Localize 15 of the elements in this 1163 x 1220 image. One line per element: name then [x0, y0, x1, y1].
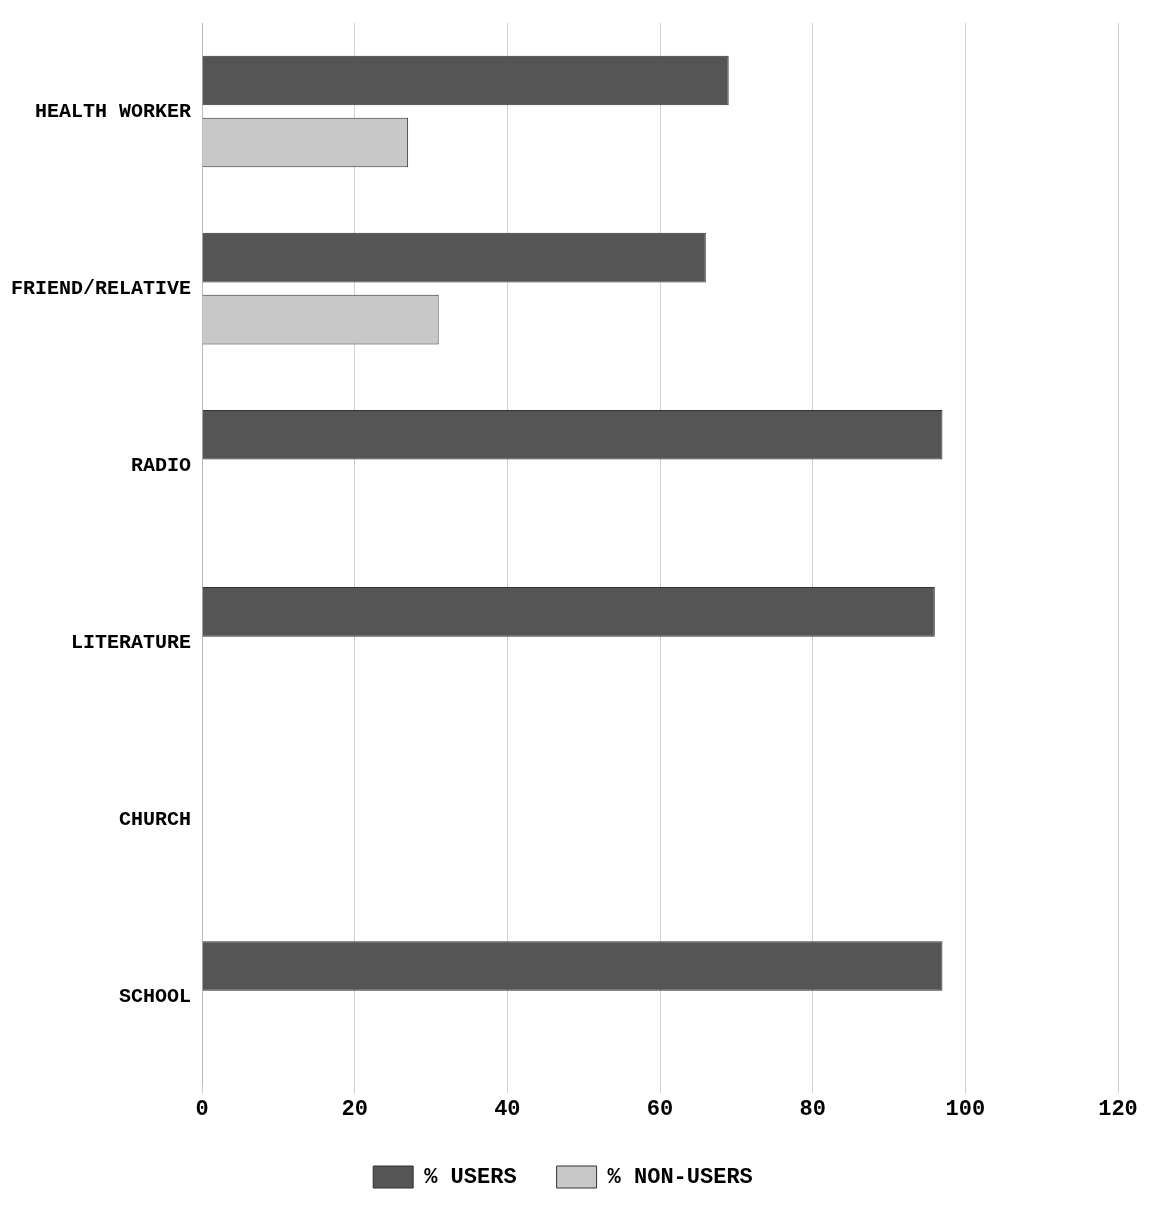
x-tick-label: 60: [646, 1097, 674, 1123]
x-tick-label: 100: [945, 1097, 986, 1123]
legend-label: % NON-USERS: [607, 1164, 753, 1190]
y-tick-label: SCHOOL: [119, 985, 192, 1009]
x-tick-label: 80: [799, 1097, 826, 1123]
y-tick-label: LITERATURE: [71, 630, 192, 654]
legend-label: % USERS: [424, 1164, 517, 1190]
x-tick-label: 120: [1098, 1097, 1138, 1123]
y-tick-label: RADIO: [131, 453, 192, 477]
y-tick-label: CHURCH: [119, 807, 192, 831]
x-tick-label: 20: [341, 1097, 368, 1123]
x-tick-label: 0: [195, 1097, 209, 1123]
x-tick-label: 40: [494, 1097, 521, 1123]
y-tick-label: FRIEND/RELATIVE: [11, 276, 192, 300]
y-tick-label: HEALTH WORKER: [35, 99, 192, 123]
